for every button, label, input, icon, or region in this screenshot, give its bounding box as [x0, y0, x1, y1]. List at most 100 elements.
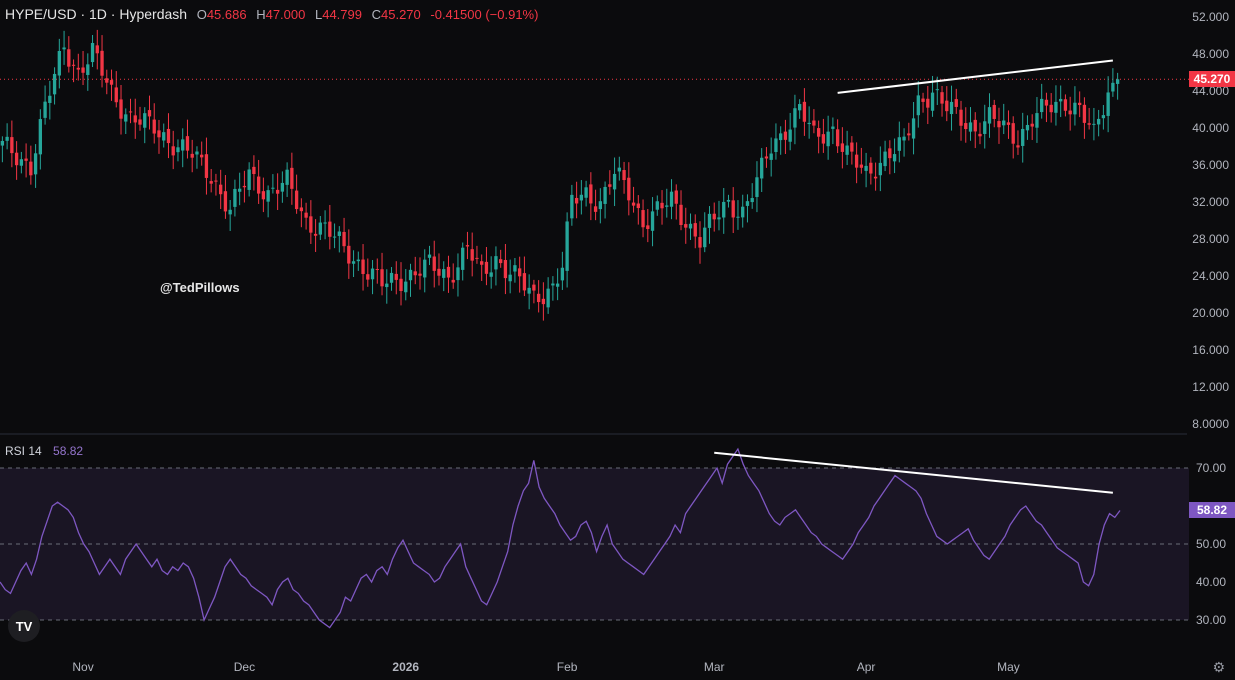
candle-body	[883, 151, 887, 167]
candle-body	[1115, 79, 1120, 84]
price-tick-label: 16.000	[1192, 343, 1229, 357]
candle-body	[1030, 123, 1034, 127]
high-label: H	[256, 7, 266, 22]
candle-body	[280, 182, 285, 192]
gear-icon[interactable]: ⚙	[1212, 659, 1225, 675]
candle-body	[76, 67, 80, 70]
candle-body	[1092, 123, 1096, 125]
candle-body	[238, 188, 242, 192]
candle-body	[1082, 104, 1087, 123]
candle-body	[574, 197, 579, 204]
price-tick-label: 20.000	[1192, 306, 1229, 320]
rsi-trendline	[714, 451, 1113, 494]
rsi-last-tag: 58.82	[1189, 502, 1235, 519]
candle-body	[949, 101, 954, 115]
candle-body	[337, 231, 341, 236]
candle-body	[228, 209, 232, 215]
candle-body	[304, 212, 308, 218]
candle-body	[546, 288, 550, 308]
candle-body	[674, 190, 678, 204]
candle-body	[361, 259, 365, 274]
candle-body	[541, 298, 546, 305]
candle-body	[551, 283, 555, 286]
symbol-title[interactable]: HYPE/USD · 1D · Hyperdash	[5, 6, 188, 22]
candle-body	[802, 101, 807, 122]
time-tick-label: Apr	[857, 660, 876, 674]
rsi-tick-label: 50.00	[1196, 537, 1226, 551]
price-tick-label: 28.000	[1192, 232, 1229, 246]
candle-body	[1054, 101, 1058, 113]
candle-body	[1106, 92, 1110, 116]
high-value: 47.000	[265, 7, 306, 22]
candle-body	[921, 98, 925, 102]
candle-body	[105, 78, 109, 83]
candle-body	[0, 140, 5, 146]
candle-body	[579, 194, 584, 201]
candle-body	[147, 110, 152, 117]
candle-body	[522, 273, 527, 291]
candle-body	[1035, 113, 1039, 128]
candle-body	[157, 130, 161, 138]
candle-body	[930, 92, 935, 111]
candle-body	[812, 120, 816, 126]
candle-body	[356, 259, 360, 262]
candle-body	[124, 114, 128, 122]
candle-body	[332, 236, 337, 238]
candle-body	[413, 271, 417, 276]
rsi-line	[0, 447, 1121, 629]
rsi-tick-label: 30.00	[1196, 613, 1226, 627]
candle-body	[703, 227, 707, 248]
price-tick-label: 52.000	[1192, 10, 1229, 24]
candle-body	[133, 115, 137, 123]
candle-body	[209, 181, 213, 184]
candle-body	[351, 261, 356, 264]
candle-body	[779, 133, 783, 141]
candle-body	[968, 122, 973, 132]
candle-body	[641, 210, 645, 228]
candle-body	[764, 156, 769, 159]
candle-body	[665, 205, 669, 207]
candle-body	[722, 201, 726, 218]
candle-body	[418, 273, 422, 276]
candle-body	[166, 128, 171, 144]
candle-body	[62, 47, 66, 50]
candle-body	[323, 222, 327, 224]
candle-body	[816, 128, 821, 137]
candle-body	[33, 153, 38, 175]
candle-body	[456, 267, 460, 281]
candle-body	[470, 249, 474, 261]
candle-body	[1101, 115, 1106, 119]
candle-body	[518, 268, 522, 277]
candle-body	[275, 189, 280, 194]
candle-body	[313, 233, 318, 236]
candle-body	[741, 206, 745, 218]
watermark-text: @TedPillows	[160, 280, 240, 295]
price-tick-label: 8.0000	[1192, 417, 1229, 431]
candle-body	[247, 169, 251, 190]
candle-body	[86, 64, 90, 75]
candle-body	[252, 166, 256, 175]
candles	[0, 29, 1120, 321]
candle-body	[152, 119, 156, 134]
candle-body	[750, 198, 754, 203]
candle-body	[29, 161, 33, 176]
tradingview-logo-icon[interactable]: TV	[8, 610, 40, 642]
candle-body	[171, 146, 175, 156]
price-axis: 52.000 48.000 44.000 40.000 36.000 32.000 28.0…	[1192, 10, 1229, 431]
candle-body	[408, 269, 413, 281]
candle-body	[978, 133, 982, 137]
candle-body	[475, 257, 479, 259]
candle-body	[261, 191, 266, 200]
candle-body	[508, 274, 512, 282]
candle-body	[807, 122, 811, 125]
candle-body	[1059, 98, 1063, 102]
candle-body	[688, 223, 693, 229]
rsi-legend[interactable]: RSI 14 58.82	[5, 444, 83, 458]
candle-body	[24, 158, 28, 161]
candle-body	[214, 180, 218, 182]
candle-body	[285, 169, 289, 185]
candle-body	[831, 126, 835, 129]
candle-body	[513, 265, 517, 272]
rsi-tick-label: 70.00	[1196, 461, 1226, 475]
